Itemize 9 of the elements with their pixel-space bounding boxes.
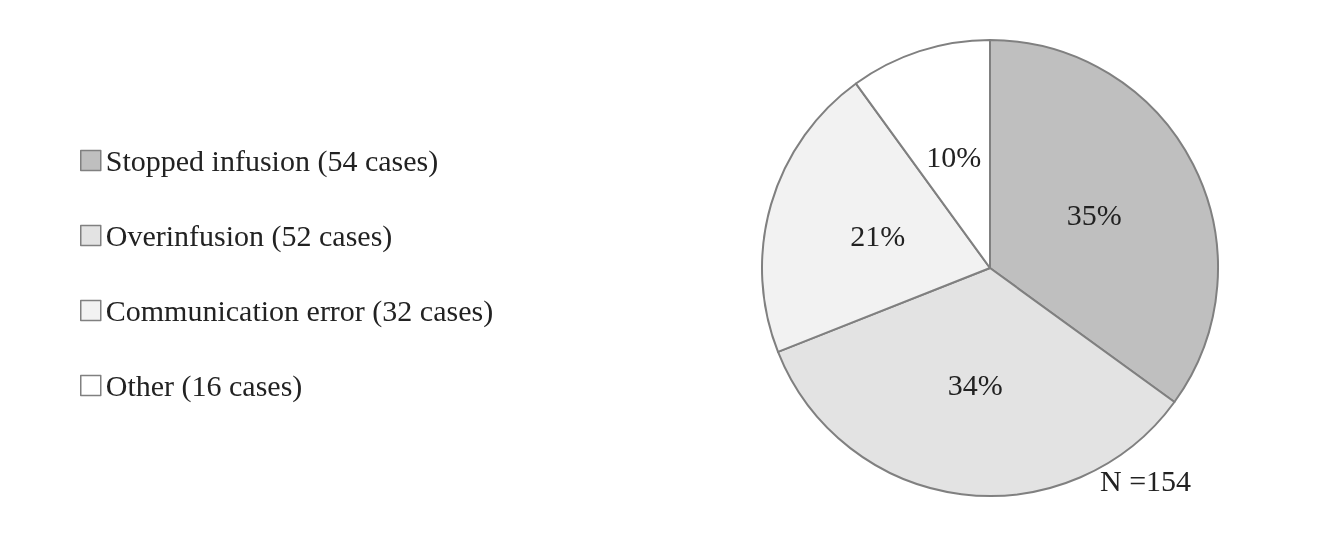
legend-label: Overinfusion (52 cases) — [105, 219, 393, 253]
text: N =154 — [1100, 463, 1192, 497]
legend-label: Other (16 cases) — [105, 369, 303, 403]
data-label: 35% — [1066, 198, 1122, 232]
data-label: 34% — [947, 367, 1003, 401]
legend-label: Stopped infusion (54 cases) — [105, 144, 439, 178]
data-label: 21% — [850, 218, 906, 252]
data-label: 10% — [926, 140, 982, 174]
legend-label: Communication error (32 cases) — [105, 294, 494, 328]
